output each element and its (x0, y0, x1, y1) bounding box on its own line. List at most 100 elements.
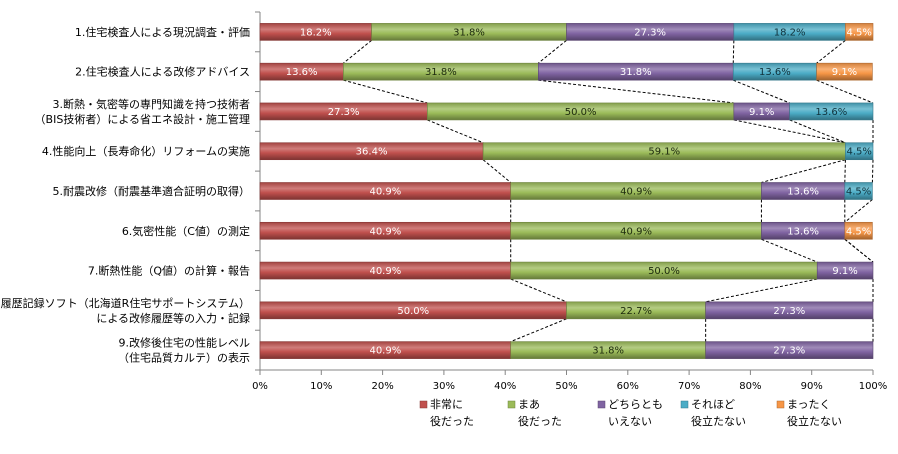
series-line (789, 119, 846, 144)
x-tick-label: 20% (371, 381, 393, 392)
legend-label: 役だった (518, 414, 562, 428)
data-label: 4.5% (846, 187, 871, 198)
bar-segment (789, 102, 874, 121)
data-label: 40.9% (620, 226, 652, 237)
series-line (482, 159, 512, 183)
category-label: 3.断熱・気密等の専門知識を持つ技術者 (53, 97, 251, 111)
x-tick-label: 70% (678, 381, 700, 392)
bar-segment (845, 23, 874, 41)
series-line (538, 79, 734, 104)
data-label: 31.8% (620, 67, 652, 78)
category-label: 9.改修後住宅の性能レベル (119, 336, 251, 350)
series-line (537, 39, 567, 64)
bar-segment (845, 142, 874, 161)
x-tick-label: 60% (617, 381, 639, 392)
data-label: 50.0% (565, 107, 597, 118)
data-label: 31.8% (453, 27, 485, 38)
x-tick-label: 90% (801, 381, 823, 392)
bar-segment (844, 221, 873, 240)
legend-label: 役立たない (787, 414, 842, 428)
x-tick-label: 40% (494, 381, 516, 392)
data-label: 40.9% (369, 266, 401, 277)
series-line (761, 159, 846, 183)
data-label: 36.4% (356, 147, 388, 158)
data-label: 9.1% (749, 107, 774, 118)
series-line (427, 119, 484, 144)
category-label: 6.気密性能（C値）の測定 (122, 224, 250, 238)
data-label: 9.1% (832, 266, 857, 277)
data-label: 40.9% (369, 226, 401, 237)
data-label: 13.6% (787, 187, 819, 198)
legend-swatch (680, 400, 689, 409)
bar-segment (816, 261, 874, 280)
data-label: 27.3% (328, 107, 360, 118)
x-tick-label: 100% (859, 381, 888, 392)
x-tick-label: 0% (252, 381, 268, 392)
data-label: 31.8% (425, 67, 457, 78)
bar-segment (816, 62, 873, 81)
series-line (844, 199, 873, 223)
category-label: （BIS技術者）による省エネ設計・施工管理 (35, 112, 250, 126)
legend-label: まあ (518, 398, 540, 411)
category-label: （住宅品質カルテ）の表示 (118, 351, 250, 365)
series-line (733, 119, 846, 144)
data-label: 40.9% (369, 187, 401, 198)
series-line (343, 79, 428, 104)
data-label: 27.3% (773, 306, 805, 317)
data-label: 4.5% (846, 226, 871, 237)
series-line (816, 79, 874, 104)
series-line (705, 278, 818, 303)
legend-label: 役だった (430, 414, 474, 428)
series-line (844, 238, 874, 263)
data-label: 13.6% (286, 67, 318, 78)
series-line (816, 39, 846, 64)
series-line (733, 79, 790, 104)
legend-label: それほど (691, 398, 735, 411)
data-label: 18.2% (300, 27, 332, 38)
bar-segment (705, 301, 874, 320)
data-label: 59.1% (648, 147, 680, 158)
data-label: 50.0% (648, 266, 680, 277)
x-tick-label: 80% (739, 381, 761, 392)
legend-label: いえない (608, 415, 652, 428)
series-line (510, 318, 567, 343)
data-label: 18.2% (774, 27, 806, 38)
bar-segment (705, 341, 874, 359)
series-line (510, 278, 567, 303)
data-label: 4.5% (847, 27, 872, 38)
category-label: 2.住宅検査人による改修アドバイス (75, 65, 250, 79)
data-label: 31.8% (592, 346, 624, 357)
category-label: 8.履歴記録ソフト（北海道R住宅サポートシステム） (0, 296, 250, 310)
x-tick-label: 10% (310, 381, 332, 392)
category-label: 1.住宅検査人による現況調査・評価 (75, 25, 250, 39)
legend-swatch (419, 400, 428, 409)
category-label: 5.耐震改修（耐震基準適合証明の取得） (53, 184, 251, 198)
category-label: 4.性能向上（長寿命化）リフォームの実施 (42, 144, 250, 158)
category-label: による改修履歴等の入力・記録 (96, 311, 250, 325)
series-line (871, 159, 874, 183)
legend-label: 非常に (430, 398, 463, 411)
series-line (732, 40, 735, 64)
data-label: 13.6% (815, 107, 847, 118)
x-tick-label: 50% (555, 381, 577, 392)
legend-swatch (776, 400, 785, 409)
data-label: 13.6% (759, 67, 791, 78)
data-label: 22.7% (620, 306, 652, 317)
data-label: 40.9% (620, 187, 652, 198)
data-label: 27.3% (634, 27, 666, 38)
data-label: 4.5% (847, 147, 872, 158)
legend-label: 役立たない (691, 414, 746, 428)
series-line (343, 39, 372, 64)
data-label: 50.0% (397, 306, 429, 317)
data-label: 40.9% (369, 346, 401, 357)
series-line (761, 238, 818, 263)
legend-swatch (597, 400, 606, 409)
data-label: 13.6% (787, 226, 819, 237)
series-line (844, 159, 846, 183)
bar-segment (844, 182, 873, 200)
category-label: 7.断熱性能（Q値）の計算・報告 (88, 264, 250, 278)
legend-label: まったく (787, 398, 831, 411)
legend-label: どちらとも (608, 398, 663, 411)
